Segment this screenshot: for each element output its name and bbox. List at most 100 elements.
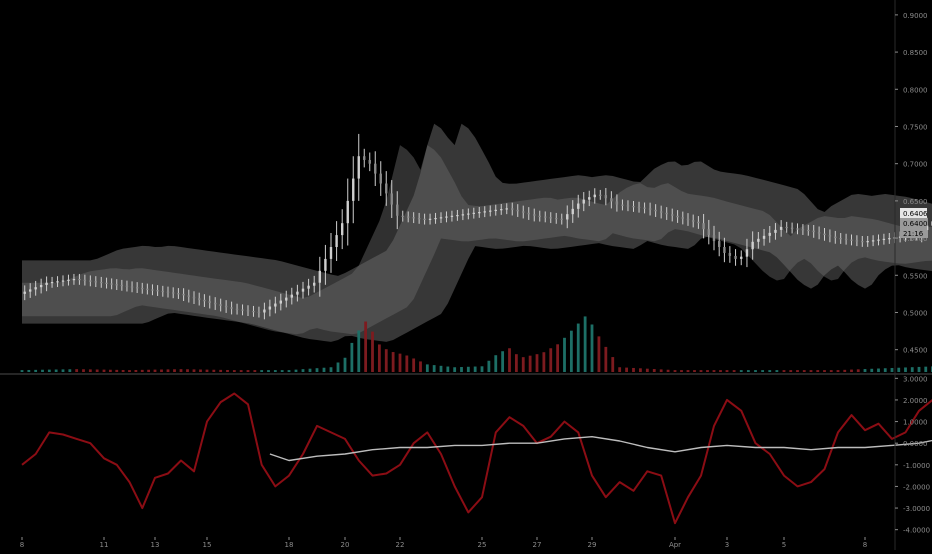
signal-line [269,436,932,462]
candle-body [671,214,674,216]
volume-bar [904,367,907,372]
volume-bar [604,346,608,372]
price-tag-box [900,228,927,238]
volume-bar [219,369,223,372]
volume-bar [802,370,806,372]
volume-bar [47,369,51,372]
volume-bar [632,367,635,372]
osc-tick-label: -1.0000 [903,462,930,470]
candle-body [105,282,108,284]
volume-bar [639,368,642,372]
volume-bar [336,362,340,372]
volume-bar [823,370,826,372]
volume-bar [384,349,388,372]
volume-bar [357,330,361,372]
candle-body [823,233,826,236]
price-tick-label: 0.4500 [903,347,928,355]
volume-bar [576,323,580,372]
time-tick-label: 27 [533,541,542,549]
candle-body [192,296,196,299]
volume-bar [287,370,291,372]
volume-bar [466,366,470,372]
candle-body [686,218,690,221]
candle-body [450,215,454,217]
candle-body [100,281,103,284]
volume-bar [789,370,793,372]
candle-body [151,289,154,291]
candle-body [296,291,299,295]
candle-body [417,217,421,220]
candle-body [697,221,700,224]
candle-body [472,212,475,214]
candle-body [577,203,580,209]
time-tick-label: 8 [20,541,24,549]
volume-bar [102,369,106,372]
volume-bar [446,366,450,372]
volume-bar [294,369,298,372]
volume-bar [253,370,257,372]
volume-bar [924,366,928,372]
volume-bar [836,370,840,372]
volume-bar [597,336,601,372]
volume-bar [521,357,525,372]
volume-bar [425,364,429,372]
candle-body [478,212,481,214]
volume-bar [910,367,914,372]
time-tick-label: 5 [782,541,786,549]
candle-body [346,200,349,224]
candle-body [252,310,255,313]
price-candles [23,133,932,320]
volume-bar [666,369,670,372]
candle-body [866,241,869,243]
candle-body [665,212,668,215]
volume-bar [863,369,867,372]
price-tick-label: 0.7500 [903,123,928,131]
candle-body [774,229,777,233]
volume-bar [590,324,594,372]
candle-body [307,285,310,289]
candle-body [385,183,388,194]
candle-body [728,252,732,256]
volume-bar [260,370,264,372]
price-tick-label: 0.5000 [903,309,928,317]
candle-body [72,279,76,281]
volume-bar [746,370,750,372]
candle-body [762,235,766,239]
candle-body [390,193,393,205]
candle-body [203,299,206,302]
candle-body [423,218,426,220]
volume-bar [897,367,901,372]
price-tick-label: 0.8500 [903,49,928,57]
candle-body [50,281,54,284]
volume-bar [569,330,573,372]
volume-bar [563,337,566,372]
price-tick-label: 0.9000 [903,12,928,20]
volume-bar [473,366,477,372]
volume-bar [34,369,38,372]
volume-bar [186,369,189,372]
volume-bar [322,367,326,372]
candle-body [850,239,853,241]
candle-body [34,287,37,290]
volume-bar [315,368,319,372]
candle-body [412,217,415,219]
candle-body [224,305,228,308]
candle-body [538,215,541,217]
volume-bar [134,369,138,372]
volume-bar [850,369,853,372]
candle-body [161,290,164,293]
volume-bar [232,370,236,372]
volume-bar [693,370,696,372]
volume-bar [95,369,99,372]
price-tag-box [900,208,927,218]
candle-body [785,226,788,229]
candle-body [544,216,547,218]
volume-bar [843,369,847,372]
candle-body [379,173,382,184]
time-tick-label: 25 [478,541,487,549]
volume-bar [419,361,422,372]
volume-bar [75,369,79,372]
volume-bar [192,369,196,372]
candle-body [812,230,815,233]
